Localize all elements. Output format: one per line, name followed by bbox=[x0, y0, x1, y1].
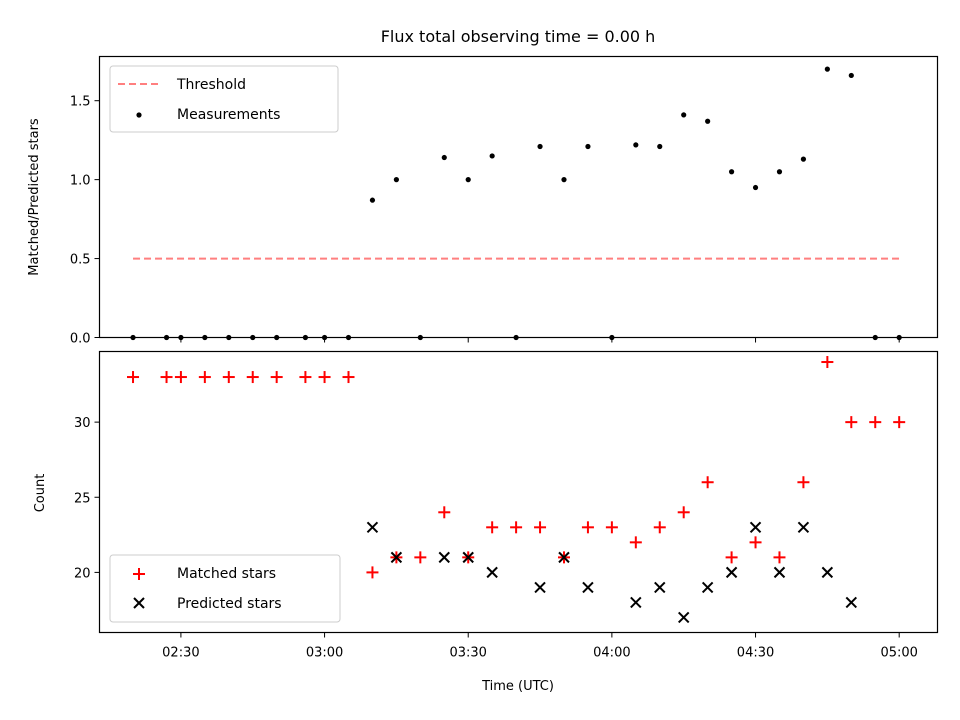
measurement-point bbox=[705, 118, 711, 124]
bottom-ytick-label: 30 bbox=[74, 416, 91, 431]
legend-measurements-label: Measurements bbox=[177, 107, 280, 123]
matched-star-point bbox=[414, 551, 427, 564]
bottom-y-axis-label: Count bbox=[33, 474, 48, 513]
matched-star-point bbox=[605, 521, 618, 534]
measurement-point bbox=[776, 169, 783, 175]
bottom-legend: Matched stars Predicted stars bbox=[109, 554, 341, 623]
measurement-point bbox=[465, 177, 471, 183]
measurement-point bbox=[633, 142, 639, 148]
matched-star-point bbox=[174, 371, 187, 384]
predicted-star-point bbox=[797, 521, 810, 534]
measurement-point bbox=[537, 143, 543, 150]
bottom-legend-box bbox=[109, 554, 341, 623]
matched-star-point bbox=[198, 371, 211, 384]
bottom-ytick-label: 20 bbox=[74, 566, 91, 581]
measurement-point bbox=[657, 143, 663, 150]
matched-star-point bbox=[773, 551, 786, 564]
matched-star-point bbox=[510, 521, 523, 534]
bottom-ytick-label: 25 bbox=[74, 491, 91, 506]
top-ytick-label: 1.0 bbox=[70, 174, 91, 189]
predicted-star-point bbox=[821, 566, 834, 579]
matched-star-point bbox=[677, 506, 690, 519]
matched-star-point bbox=[270, 371, 283, 384]
predicted-star-point bbox=[438, 551, 450, 564]
matched-star-point bbox=[222, 371, 235, 384]
measurement-point bbox=[848, 72, 854, 79]
predicted-star-point bbox=[677, 611, 690, 624]
top-ytick-label: 0.0 bbox=[70, 332, 91, 347]
matched-star-point bbox=[160, 371, 173, 384]
top-ytick-label: 0.5 bbox=[70, 253, 91, 268]
matched-star-point bbox=[127, 371, 140, 384]
bottom-xtick-label: 03:30 bbox=[449, 646, 486, 661]
matched-star-point bbox=[701, 476, 714, 489]
predicted-star-point bbox=[630, 596, 642, 609]
bottom-xtick-label: 02:30 bbox=[162, 646, 199, 661]
matched-star-point bbox=[438, 506, 451, 519]
measurement-point bbox=[728, 169, 735, 175]
matched-star-point bbox=[725, 551, 738, 564]
matched-star-point bbox=[366, 566, 379, 579]
matched-star-point bbox=[869, 416, 882, 429]
matched-star-point bbox=[749, 536, 762, 549]
matched-star-point bbox=[581, 521, 594, 534]
matched-star-point bbox=[797, 476, 810, 489]
top-legend: Threshold Measurements bbox=[109, 65, 339, 133]
legend-matched-label: Matched stars bbox=[177, 566, 276, 582]
matched-star-point bbox=[486, 521, 499, 534]
predicted-star-point bbox=[462, 551, 474, 564]
matched-star-point bbox=[893, 416, 906, 429]
top-ytick-label: 1.5 bbox=[70, 95, 91, 110]
legend-predicted-label: Predicted stars bbox=[177, 596, 282, 612]
predicted-star-point bbox=[366, 521, 379, 534]
measurement-point bbox=[800, 156, 807, 162]
matched-star-point bbox=[629, 536, 642, 549]
bottom-panel: 20 25 30 02:30 03:00 03:30 04:00 04:30 05:00 Co… bbox=[33, 350, 939, 694]
legend-predicted-swatch bbox=[133, 597, 145, 609]
measurement-point bbox=[393, 177, 399, 183]
predicted-star-point bbox=[773, 566, 786, 579]
predicted-star-point bbox=[725, 566, 738, 579]
bottom-plot-frame bbox=[98, 350, 939, 634]
predicted-star-point bbox=[558, 551, 570, 564]
chart-title: Flux total observing time = 0.00 h bbox=[381, 27, 656, 46]
measurement-point bbox=[441, 154, 447, 161]
measurement-point bbox=[585, 143, 591, 150]
matched-star-point bbox=[342, 371, 355, 384]
predicted-star-point bbox=[845, 596, 858, 609]
top-plot-frame bbox=[98, 55, 939, 339]
legend-matched-swatch bbox=[133, 568, 145, 580]
measurement-point bbox=[489, 153, 495, 159]
measurement-point bbox=[824, 66, 830, 72]
predicted-star-point bbox=[749, 521, 762, 534]
predicted-star-point bbox=[534, 581, 546, 594]
matched-star-point bbox=[845, 416, 858, 429]
measurement-point bbox=[681, 112, 687, 118]
predicted-star-point bbox=[654, 581, 666, 594]
bottom-xtick-label: 04:30 bbox=[737, 646, 774, 661]
x-axis-label: Time (UTC) bbox=[481, 679, 554, 694]
legend-measurements-swatch bbox=[136, 112, 142, 118]
matched-star-point bbox=[318, 371, 331, 384]
matched-star-point bbox=[821, 356, 834, 369]
bottom-xtick-label: 04:00 bbox=[593, 646, 630, 661]
predicted-star-point bbox=[701, 581, 714, 594]
bottom-xtick-label: 05:00 bbox=[880, 646, 917, 661]
measurement-point bbox=[561, 177, 567, 183]
measurement-point bbox=[369, 197, 376, 203]
predicted-star-point bbox=[582, 581, 594, 594]
top-y-axis-label: Matched/Predicted stars bbox=[27, 118, 42, 276]
top-legend-box bbox=[109, 65, 339, 133]
matched-star-point bbox=[653, 521, 666, 534]
matched-star-point bbox=[534, 521, 547, 534]
legend-threshold-label: Threshold bbox=[176, 77, 246, 93]
matched-star-point bbox=[246, 371, 259, 384]
predicted-star-point bbox=[486, 566, 498, 579]
measurement-point bbox=[752, 184, 759, 191]
matched-star-point bbox=[299, 371, 312, 384]
top-panel: 0.0 0.5 1.0 1.5 Matched/Predicted stars Thr… bbox=[27, 55, 939, 347]
predicted-star-point bbox=[390, 551, 403, 564]
bottom-xtick-label: 03:00 bbox=[306, 646, 343, 661]
